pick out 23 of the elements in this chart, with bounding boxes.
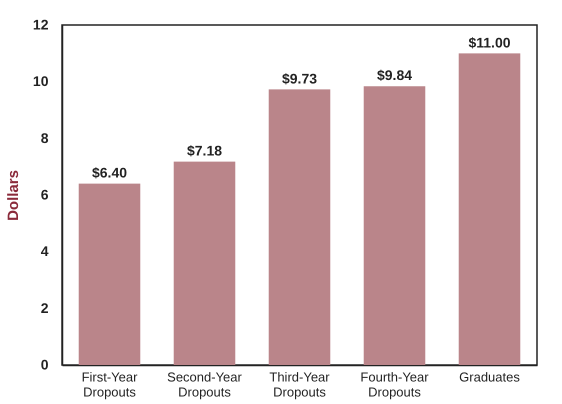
y-tick-label: 4 <box>40 243 49 260</box>
x-tick-label: Third-Year Dropouts <box>269 370 330 400</box>
y-tick-label: 6 <box>40 186 49 202</box>
bar <box>174 162 236 365</box>
data-label: $9.84 <box>376 67 412 84</box>
data-label: $9.73 <box>282 70 318 86</box>
data-label: $7.18 <box>186 142 222 159</box>
bar <box>458 53 520 365</box>
x-tick-label: Fourth-Year Dropouts <box>360 370 430 400</box>
data-label: $6.40 <box>92 164 128 181</box>
y-tick-label: 10 <box>32 73 49 90</box>
x-tick-label: Graduates <box>459 370 520 384</box>
bar <box>364 86 426 365</box>
x-tick-label: First-Year Dropouts <box>82 370 138 400</box>
y-tick-label: 2 <box>40 300 49 316</box>
data-label: $11.00 <box>468 34 511 50</box>
y-axis-title: Dollars <box>4 170 22 221</box>
y-tick-label: 0 <box>40 356 49 372</box>
y-tick-label: 12 <box>32 16 49 32</box>
y-tick-label: 8 <box>40 130 49 146</box>
bar <box>78 184 140 365</box>
bar <box>268 89 330 365</box>
x-tick-label: Second-Year Dropouts <box>167 370 243 400</box>
